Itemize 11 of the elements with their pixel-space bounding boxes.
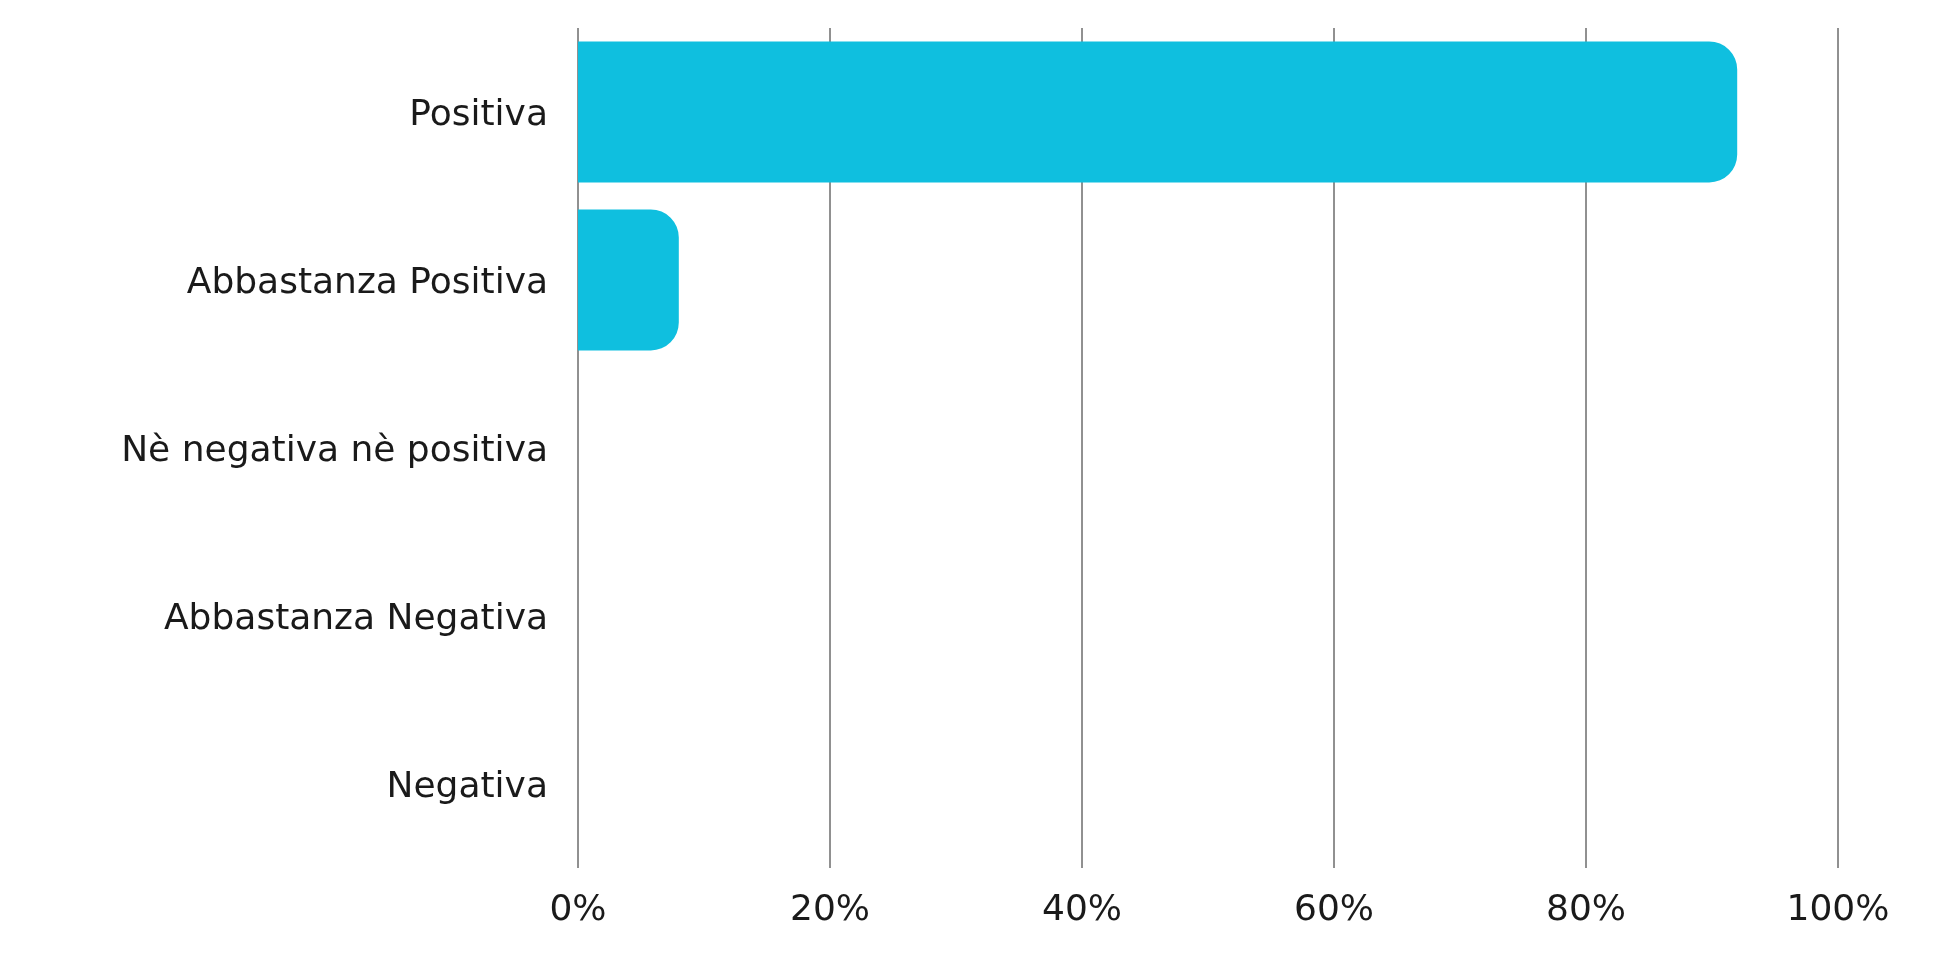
x-tick-label: 0% [549, 886, 607, 928]
x-tick-label: 80% [1545, 886, 1627, 928]
x-tick-label: 20% [789, 886, 871, 928]
y-tick-label: Abbastanza Positiva [186, 259, 548, 301]
y-tick-label: Negativa [386, 763, 548, 805]
y-tick-label: Positiva [409, 91, 548, 133]
y-tick-label: Abbastanza Negativa [163, 595, 548, 637]
x-tick-label: 40% [1041, 886, 1123, 928]
x-tick-label: 100% [1786, 886, 1890, 928]
x-tick-label: 60% [1293, 886, 1375, 928]
y-tick-label: Nè negativa nè positiva [121, 427, 548, 469]
